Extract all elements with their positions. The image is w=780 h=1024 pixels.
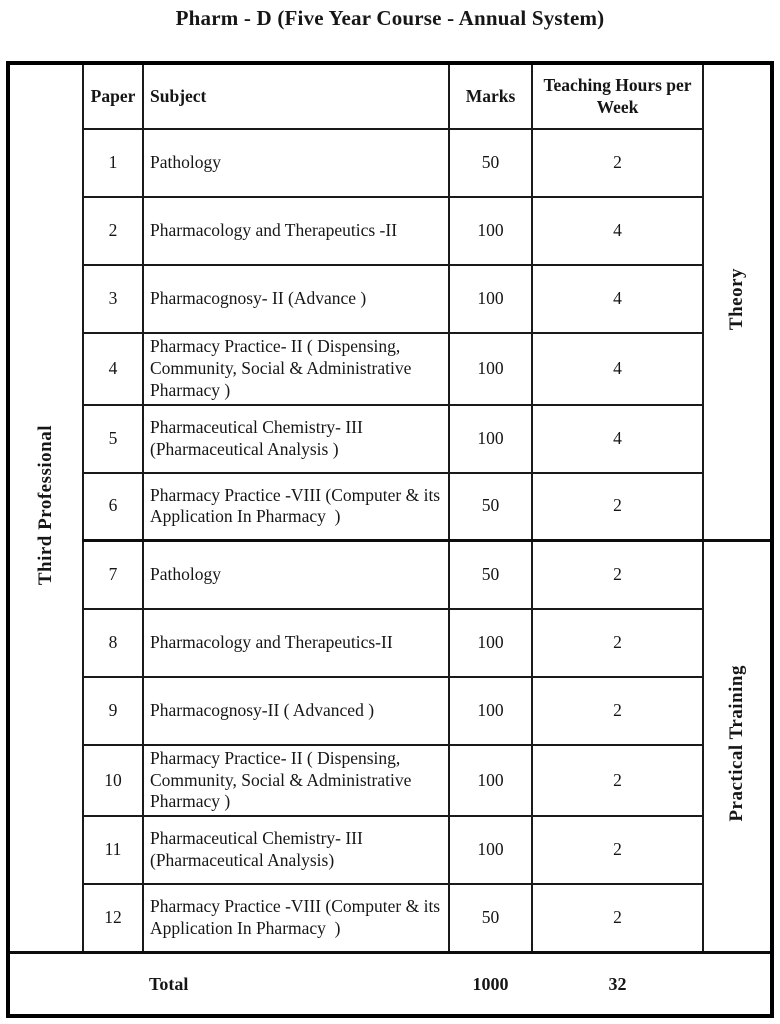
subject-cell: Pharmacognosy- II (Advance ) [142,264,450,334]
table-row: 8 Pharmacology and Therapeutics-II 100 2 [8,607,772,678]
table-row: 6 Pharmacy Practice -VIII (Computer & it… [8,471,772,542]
total-row-end-spacer [703,950,772,1017]
subject-cell: Pathology [142,539,450,610]
marks-cell: 50 [448,471,533,542]
paper-number-cell: 7 [82,539,144,610]
subject-cell: Pathology [142,128,450,198]
table-row: 5 Pharmaceutical Chemistry- III (Pharmac… [8,403,772,474]
hours-cell: 2 [531,675,704,746]
marks-cell: 50 [448,539,533,610]
hours-cell: 2 [531,128,704,198]
table-header-row: Third Professional Paper Subject Marks T… [7,61,773,954]
course-table: Third Professional Paper Subject Marks T… [6,61,774,1019]
subject-cell: Pharmacy Practice -VIII (Computer & its … [142,883,450,954]
paper-number-cell: 12 [82,883,144,954]
subject-cell: Pharmaceutical Chemistry- III (Pharmaceu… [142,815,450,886]
paper-number-cell: 8 [82,607,144,678]
marks-cell: 100 [448,403,533,474]
hours-cell: 4 [531,264,704,334]
total-row: Total 1000 32 [8,950,772,1017]
section-label-practical-training: Practical Training [702,539,773,954]
total-hours: 32 [532,950,703,1017]
table-row: 9 Pharmacognosy-II ( Advanced ) 100 2 [8,675,772,746]
subject-cell: Pharmaceutical Chemistry- III (Pharmaceu… [142,403,450,474]
marks-cell: 100 [448,675,533,746]
col-header-marks: Marks [448,62,533,130]
marks-cell: 100 [448,332,533,406]
marks-cell: 100 [448,264,533,334]
marks-cell: 50 [448,883,533,954]
subject-cell: Pharmacology and Therapeutics-II [142,607,450,678]
paper-number-cell: 11 [82,815,144,886]
col-header-hours: Teaching Hours per Week [531,62,704,130]
paper-number-cell: 2 [82,196,144,266]
paper-number-cell: 9 [82,675,144,746]
paper-number-cell: 4 [82,332,144,406]
paper-number-cell: 10 [82,743,144,818]
subject-cell: Pharmacognosy-II ( Advanced ) [142,675,450,746]
marks-cell: 100 [448,196,533,266]
section-label-theory-text: Theory [726,268,748,331]
paper-number-cell: 1 [82,128,144,198]
section-label-theory: Theory [702,62,773,542]
hours-cell: 2 [531,607,704,678]
table-row: 7 Pathology 50 2 Practical Training [8,539,773,954]
table-row: 3 Pharmacognosy- II (Advance ) 100 4 [8,264,772,334]
marks-cell: 50 [448,128,533,198]
marks-cell: 100 [448,607,533,678]
col-header-subject: Subject [142,62,450,130]
hours-cell: 4 [531,196,704,266]
hours-cell: 2 [531,539,704,610]
table-row: 10 Pharmacy Practice- II ( Dispensing, C… [8,743,772,818]
row-group-label-third-professional: Third Professional [7,61,84,954]
marks-cell: 100 [448,743,533,818]
row-group-label-text: Third Professional [35,424,57,585]
subject-cell: Pharmacy Practice- II ( Dispensing, Comm… [142,743,450,818]
paper-number-cell: 6 [82,471,144,542]
table-row: 2 Pharmacology and Therapeutics -II 100 … [8,196,772,266]
total-label: Total [143,950,449,1017]
col-header-paper: Paper [82,62,144,130]
hours-cell: 4 [531,403,704,474]
total-row-spacer [8,950,143,1017]
marks-cell: 100 [448,815,533,886]
subject-cell: Pharmacy Practice -VIII (Computer & its … [142,471,450,542]
hours-cell: 2 [531,883,704,954]
subject-cell: Pharmacology and Therapeutics -II [142,196,450,266]
table-row: 12 Pharmacy Practice -VIII (Computer & i… [8,883,772,954]
total-marks: 1000 [449,950,532,1017]
section-label-practical-training-text: Practical Training [726,665,748,822]
paper-number-cell: 3 [82,264,144,334]
page-title: Pharm - D (Five Year Course - Annual Sys… [175,6,605,30]
hours-cell: 2 [531,743,704,818]
subject-cell: Pharmacy Practice- II ( Dispensing, Comm… [142,332,450,406]
hours-cell: 2 [531,815,704,886]
paper-number-cell: 5 [82,403,144,474]
table-row: 1 Pathology 50 2 [8,128,772,198]
table-row: 11 Pharmaceutical Chemistry- III (Pharma… [8,815,772,886]
hours-cell: 4 [531,332,704,406]
hours-cell: 2 [531,471,704,542]
table-row: 4 Pharmacy Practice- II ( Dispensing, Co… [8,332,772,406]
